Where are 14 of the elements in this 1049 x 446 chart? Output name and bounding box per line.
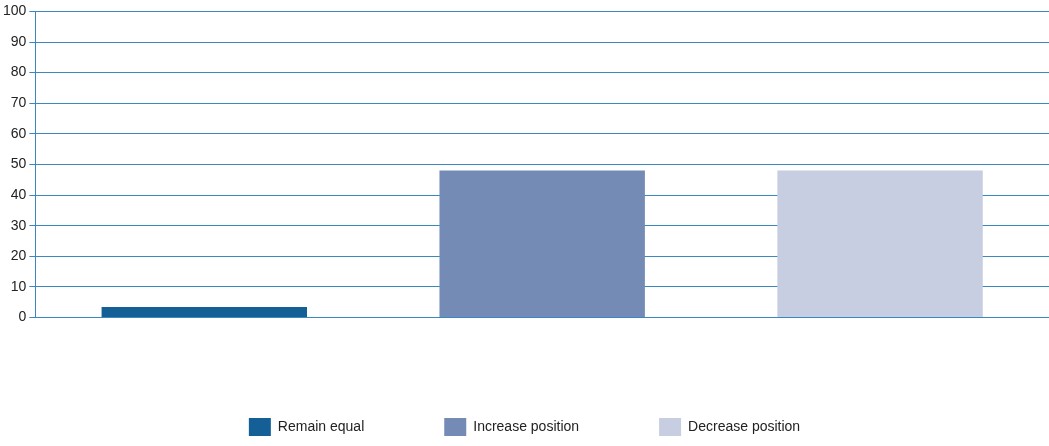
y-tick-label: 30 bbox=[10, 216, 27, 233]
y-tick-label: 90 bbox=[10, 32, 27, 49]
legend-label: Increase position bbox=[473, 417, 580, 434]
y-tick-label: 100 bbox=[3, 2, 27, 19]
y-tick-label: 60 bbox=[10, 124, 27, 141]
y-tick-label: 10 bbox=[10, 277, 27, 294]
y-tick-label: 40 bbox=[10, 185, 27, 202]
legend-label: Remain equal bbox=[277, 417, 365, 434]
y-tick-label: 80 bbox=[10, 63, 27, 80]
y-tick-label: 70 bbox=[10, 94, 27, 111]
legend-label: Decrease position bbox=[688, 417, 801, 434]
y-tick-label: 0 bbox=[18, 308, 27, 325]
y-tick-label: 20 bbox=[10, 247, 27, 264]
y-tick-label: 50 bbox=[10, 155, 27, 172]
